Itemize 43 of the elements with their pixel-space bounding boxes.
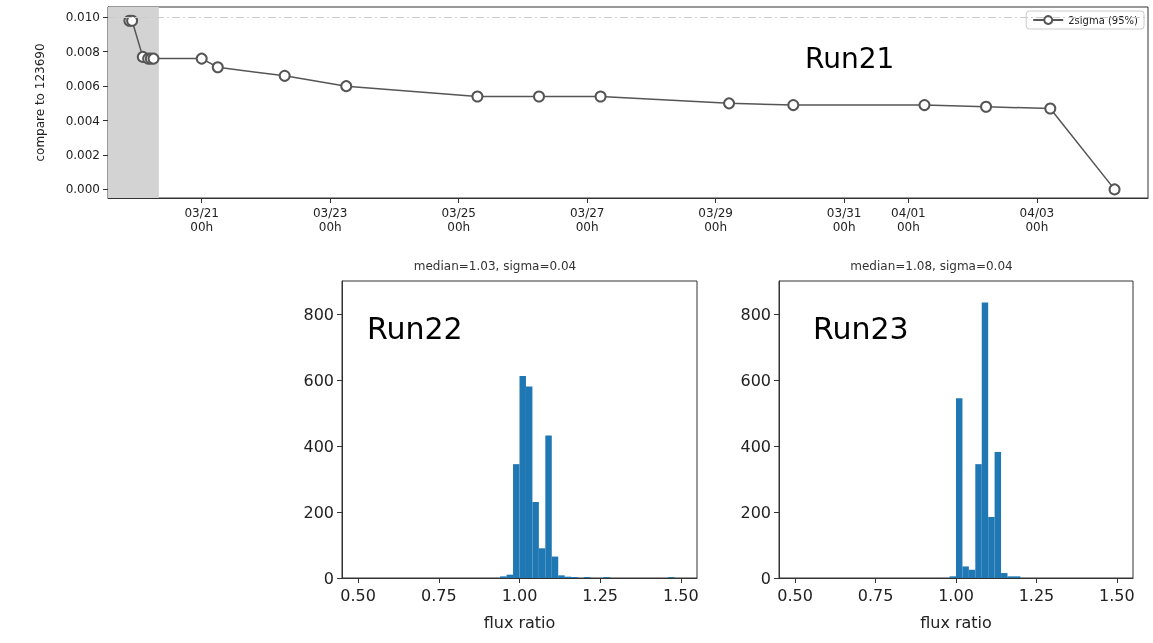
x-axis-title: flux ratio bbox=[920, 612, 992, 632]
annotation: Run22 bbox=[367, 310, 463, 346]
x-tick-label: 03/27 00h bbox=[569, 206, 605, 234]
x-tick-label: 03/29 00h bbox=[698, 206, 733, 234]
y-tick-label: 0.004 bbox=[65, 113, 100, 128]
y-tick-label: 0.006 bbox=[65, 79, 100, 94]
y-tick-label: 0.008 bbox=[65, 44, 100, 59]
x-tick-label: 1.25 bbox=[1018, 585, 1055, 605]
y-tick-label: 0 bbox=[760, 568, 771, 588]
x-tick-label: 04/01 00h bbox=[891, 206, 926, 234]
x-tick-label: 0.50 bbox=[340, 585, 376, 605]
x-tick-label: 1.50 bbox=[663, 585, 699, 605]
y-tick-label: 200 bbox=[740, 502, 771, 522]
legend-label: 2sigma (95%) bbox=[1068, 14, 1139, 26]
x-tick-label: 0.75 bbox=[857, 585, 894, 605]
y-tick-label: 0.002 bbox=[65, 147, 100, 162]
annotation: Run21 bbox=[805, 41, 895, 75]
chart-title: median=1.08, sigma=0.04 bbox=[850, 259, 1013, 273]
x-tick-label: 1.00 bbox=[938, 585, 974, 605]
x-tick-label: 03/21 00h bbox=[184, 206, 219, 234]
x-tick-label: 1.00 bbox=[501, 585, 538, 605]
y-tick-label: 600 bbox=[303, 370, 334, 390]
x-tick-label: 03/23 00h bbox=[312, 206, 348, 234]
y-axis-title: compare to 123690 bbox=[33, 43, 47, 162]
y-tick-label: 0.010 bbox=[65, 10, 100, 25]
y-tick-label: 200 bbox=[303, 502, 334, 522]
x-tick-label: 0.50 bbox=[777, 585, 813, 605]
chart-title: median=1.03, sigma=0.04 bbox=[413, 259, 577, 273]
y-tick-label: 0 bbox=[323, 568, 334, 588]
y-tick-label: 800 bbox=[740, 304, 771, 324]
y-tick-label: 400 bbox=[740, 436, 771, 456]
y-tick-label: 600 bbox=[740, 370, 771, 390]
x-tick-label: 03/31 00h bbox=[826, 206, 862, 234]
y-tick-label: 800 bbox=[303, 304, 334, 324]
y-tick-label: 400 bbox=[303, 436, 334, 456]
x-axis-title: flux ratio bbox=[483, 612, 556, 632]
x-tick-label: 0.75 bbox=[421, 585, 457, 605]
x-tick-label: 1.25 bbox=[582, 585, 618, 605]
y-tick-label: 0.000 bbox=[65, 182, 100, 197]
x-tick-label: 1.50 bbox=[1099, 585, 1135, 605]
x-tick-label: 03/25 00h bbox=[441, 206, 476, 234]
x-tick-label: 04/03 00h bbox=[1019, 206, 1055, 234]
annotation: Run23 bbox=[813, 310, 909, 346]
